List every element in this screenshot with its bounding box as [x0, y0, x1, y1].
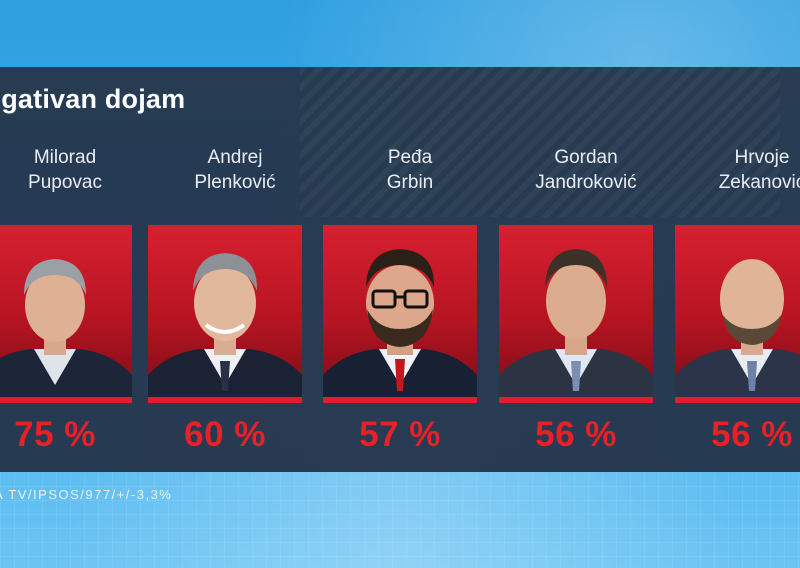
bar-value-label: 75 % [14, 415, 96, 454]
person-name: Hrvoje Zekanović [674, 145, 800, 195]
portrait-icon [0, 225, 132, 403]
person-first-name: Milorad [33, 147, 97, 168]
bar-value-label: 56 % [535, 415, 617, 454]
bar-value-label: 57 % [359, 415, 441, 454]
person-first-name: Gordan [554, 147, 618, 168]
bar-value-label: 56 % [711, 415, 793, 454]
person-name: Peđa Grbin [322, 145, 498, 195]
portrait-icon [323, 225, 477, 403]
portrait-icon [148, 225, 302, 403]
background-building-roof [300, 67, 780, 217]
portrait-icon [675, 225, 800, 403]
person-first-name: Hrvoje [734, 147, 790, 168]
person-name: Gordan Jandroković [498, 145, 674, 195]
background-mosaic [0, 473, 800, 568]
portrait-icon [499, 225, 653, 403]
person-last-name: Plenković [194, 172, 276, 193]
person-name: Andrej Plenković [147, 145, 323, 195]
person-last-name: Zekanović [718, 172, 800, 193]
person-first-name: Andrej [207, 147, 263, 168]
person-first-name: Peđa [387, 147, 433, 168]
person-name: Milorad Pupovac [0, 145, 153, 195]
person-last-name: Jandroković [535, 172, 637, 193]
person-last-name: Grbin [386, 172, 434, 193]
chart-panel [0, 67, 800, 472]
chart-title: egativan dojam [0, 84, 186, 114]
person-last-name: Pupovac [28, 172, 102, 193]
source-note: A TV/IPSOS/977/+/-3,3% [0, 487, 173, 502]
bar-value-label: 60 % [184, 415, 266, 454]
